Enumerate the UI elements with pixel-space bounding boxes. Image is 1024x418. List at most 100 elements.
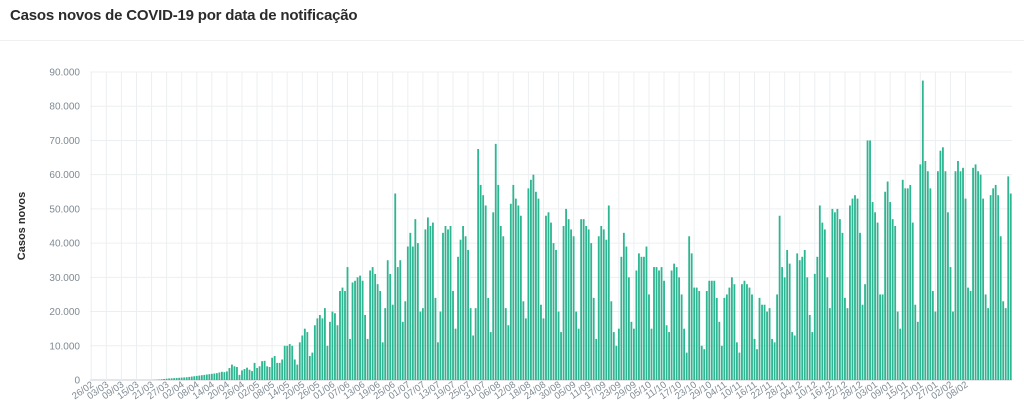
bar (341, 287, 344, 380)
bar (499, 226, 502, 380)
bar (346, 267, 349, 380)
bar (158, 379, 160, 380)
bar (349, 338, 351, 380)
bar (1004, 308, 1007, 380)
bar (256, 368, 258, 380)
bar-series (150, 80, 1012, 380)
bar (236, 367, 238, 380)
bar (849, 205, 851, 380)
bar (949, 267, 952, 380)
bar (203, 374, 206, 380)
bar (437, 342, 439, 380)
bar (972, 167, 974, 380)
bar (771, 338, 773, 380)
bar (205, 374, 208, 380)
bar (781, 267, 784, 380)
bar (414, 219, 417, 380)
bar (220, 371, 223, 380)
bar (718, 321, 721, 380)
bar (426, 217, 429, 380)
bar (874, 212, 876, 380)
bar (482, 195, 485, 380)
bar (947, 212, 949, 380)
bar (803, 249, 806, 380)
bar (313, 325, 316, 380)
bar (233, 366, 236, 380)
bar (190, 376, 193, 380)
bar (655, 267, 658, 380)
bar (424, 229, 427, 380)
bar (472, 335, 475, 380)
bar (336, 325, 339, 380)
bar (944, 171, 947, 380)
bar (610, 301, 613, 380)
bar (547, 212, 550, 380)
bar (633, 328, 635, 380)
bar (778, 215, 781, 380)
bar (801, 256, 804, 380)
bar (587, 229, 590, 380)
bar (311, 352, 314, 380)
bar (891, 219, 894, 380)
bar (266, 366, 269, 380)
bar (359, 275, 361, 380)
bar (447, 229, 449, 380)
bar (401, 321, 404, 380)
bar (612, 332, 615, 380)
bar (434, 297, 437, 380)
bar (708, 280, 711, 380)
bar (813, 273, 816, 380)
bar (675, 267, 678, 380)
bar (673, 263, 676, 380)
bar (826, 277, 829, 380)
bar (698, 291, 701, 380)
bar (532, 174, 535, 380)
bar (926, 171, 929, 380)
bar (376, 284, 379, 380)
bar (339, 291, 341, 380)
bar (851, 198, 854, 380)
bar (406, 246, 409, 380)
bar (545, 215, 547, 380)
bar (828, 308, 831, 380)
bar (404, 301, 407, 380)
bar (663, 280, 665, 380)
bar (997, 195, 1000, 380)
y-tick-label: 80.000 (49, 102, 80, 113)
bar (638, 253, 640, 380)
bar (939, 150, 942, 380)
bar (507, 325, 510, 380)
bar (356, 277, 359, 380)
bar (582, 219, 585, 380)
bar (444, 226, 447, 380)
bar (743, 280, 746, 380)
bar (934, 311, 937, 380)
bar (454, 328, 457, 380)
bar (459, 239, 462, 380)
bar (617, 328, 620, 380)
bar (841, 232, 844, 380)
bar (901, 179, 904, 380)
bar (670, 270, 673, 380)
bar (173, 378, 176, 380)
bar (823, 229, 826, 380)
bar (316, 318, 319, 380)
bar (627, 277, 630, 380)
bar (894, 226, 897, 380)
bar (600, 226, 603, 380)
bar (567, 219, 570, 380)
bar (286, 345, 289, 380)
bar (924, 160, 927, 380)
bar (321, 318, 324, 380)
bar (281, 359, 284, 380)
bar (683, 328, 686, 380)
bar (193, 376, 196, 380)
bar (550, 222, 552, 380)
bar (786, 249, 789, 380)
bar (703, 349, 706, 380)
bar (866, 140, 869, 380)
bar (303, 328, 306, 380)
bar (379, 291, 382, 380)
bar (452, 291, 454, 380)
bar (999, 236, 1002, 380)
